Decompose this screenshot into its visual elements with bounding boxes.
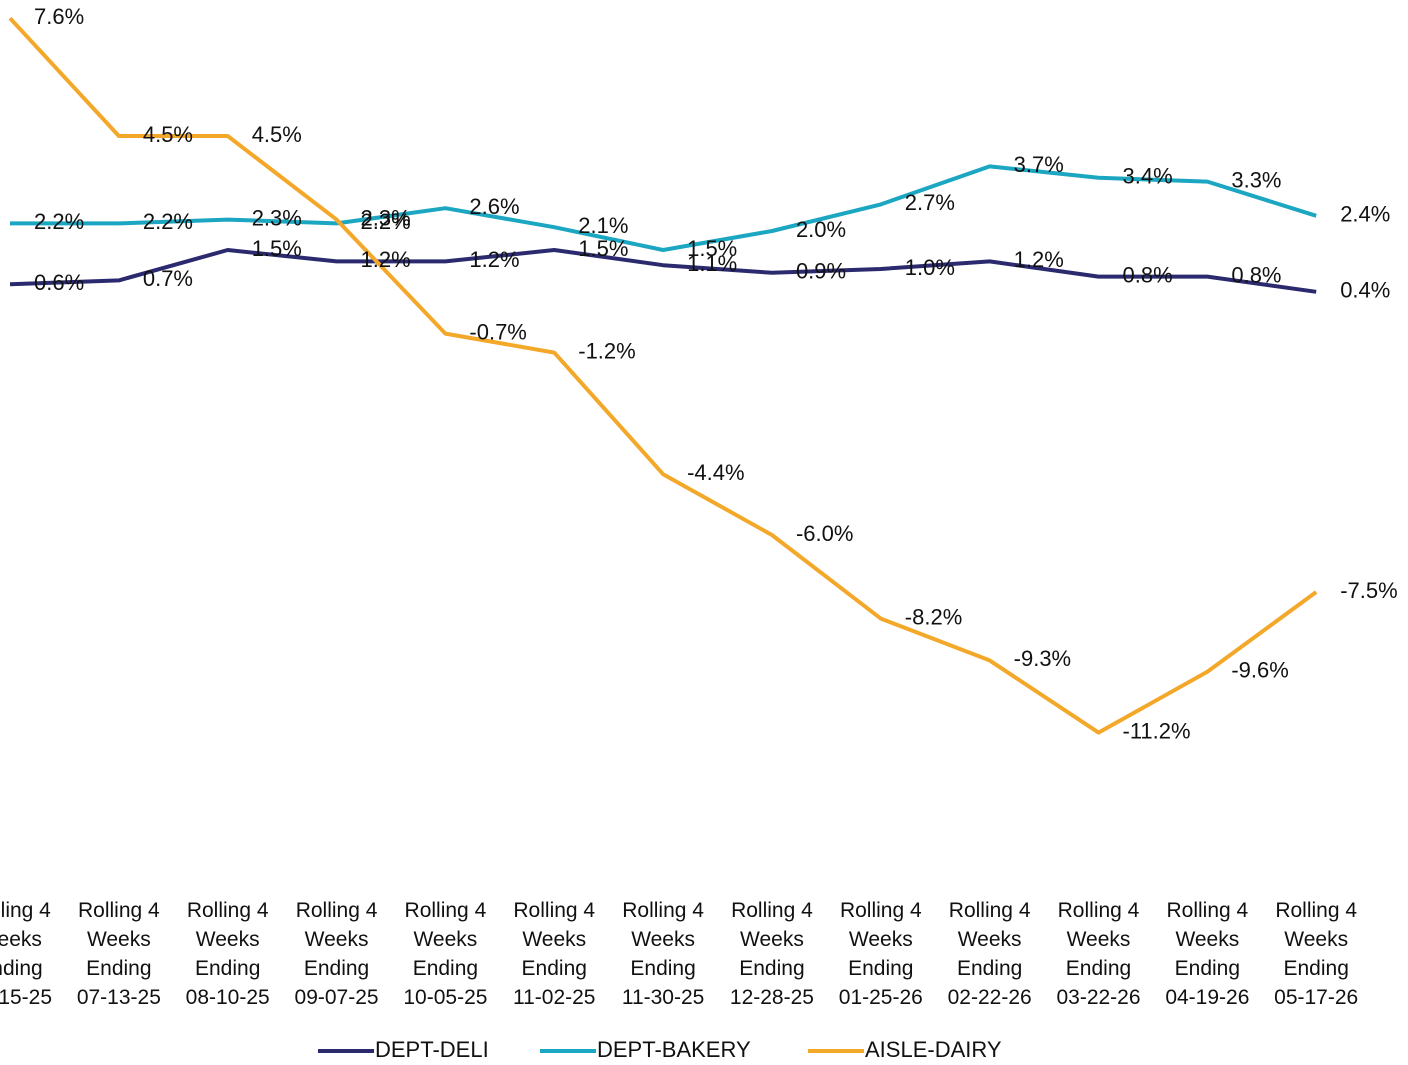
x-tick-label: Rolling 4 Weeks Ending 01-25-26: [838, 899, 923, 1009]
x-tick-label: Rolling 4 Weeks Ending 12-28-25: [729, 899, 814, 1009]
x-tick-label: Rolling 4 Weeks Ending 08-10-25: [185, 899, 270, 1009]
x-tick-label: Rolling 4 Weeks Ending 02-22-26: [947, 899, 1032, 1009]
data-label: 4.5%: [252, 122, 302, 147]
data-label: 1.0%: [905, 255, 955, 280]
data-label: 1.2%: [361, 247, 411, 272]
data-label: 2.3%: [361, 205, 411, 230]
series-line: [9, 248, 1317, 294]
data-label: 1.5%: [578, 236, 628, 261]
legend-label: DEPT-DELI: [375, 1037, 489, 1062]
data-label: 0.9%: [796, 259, 846, 284]
data-label: -1.2%: [578, 338, 635, 363]
x-tick-label: Rolling 4 Weeks Ending 11-02-25: [512, 899, 596, 1009]
data-label: 1.1%: [687, 251, 737, 276]
data-label: 2.1%: [578, 213, 628, 238]
data-label: 7.6%: [34, 4, 84, 29]
data-label: -0.7%: [469, 319, 526, 344]
data-label: 4.5%: [143, 122, 193, 147]
x-tick-label: Rolling 4 Weeks Ending 06-15-25: [0, 899, 53, 1009]
x-tick-label: Rolling 4 Weeks Ending 04-19-26: [1165, 899, 1250, 1009]
data-label: 2.3%: [252, 205, 302, 230]
data-label: 2.7%: [905, 190, 955, 215]
data-label: 1.5%: [687, 236, 737, 261]
data-label: 2.2%: [34, 209, 84, 234]
data-label: 3.3%: [1231, 167, 1281, 192]
legend-label: DEPT-BAKERY: [597, 1037, 751, 1062]
data-label: -6.0%: [796, 521, 853, 546]
series-line: [10, 164, 1317, 252]
data-label: 2.2%: [361, 209, 411, 234]
x-tick-label: Rolling 4 Weeks Ending 09-07-25: [294, 899, 379, 1009]
data-label: -9.3%: [1014, 646, 1071, 671]
data-label: 3.7%: [1014, 152, 1064, 177]
data-label: 2.6%: [469, 194, 519, 219]
x-tick-label: Rolling 4 Weeks Ending 05-17-26: [1274, 899, 1359, 1009]
data-label: -8.2%: [905, 604, 962, 629]
legend-label: AISLE-DAIRY: [865, 1037, 1002, 1062]
data-label: -11.2%: [1123, 718, 1191, 743]
data-label: -9.6%: [1231, 658, 1288, 683]
data-label: 0.7%: [143, 266, 193, 291]
data-label: 0.4%: [1340, 278, 1390, 303]
data-label: 3.4%: [1123, 164, 1173, 189]
data-label: 0.8%: [1123, 262, 1173, 287]
x-tick-label: Rolling 4 Weeks Ending 03-22-26: [1056, 899, 1141, 1009]
data-label: 2.4%: [1340, 202, 1390, 227]
data-label: -7.5%: [1340, 578, 1397, 603]
series-line: [8, 16, 1318, 735]
x-tick-label: Rolling 4 Weeks Ending 07-13-25: [76, 899, 161, 1009]
data-label: 2.2%: [143, 209, 193, 234]
data-label: -4.4%: [687, 460, 744, 485]
x-tick-label: Rolling 4 Weeks Ending 10-05-25: [403, 899, 488, 1009]
data-label: 2.0%: [796, 217, 846, 242]
data-label: 0.8%: [1231, 262, 1281, 287]
data-label: 0.6%: [34, 270, 84, 295]
data-label: 1.2%: [469, 247, 519, 272]
x-tick-label: Rolling 4 Weeks Ending 11-30-25: [621, 899, 705, 1009]
data-label: 1.2%: [1014, 247, 1064, 272]
data-label: 1.5%: [252, 236, 302, 261]
